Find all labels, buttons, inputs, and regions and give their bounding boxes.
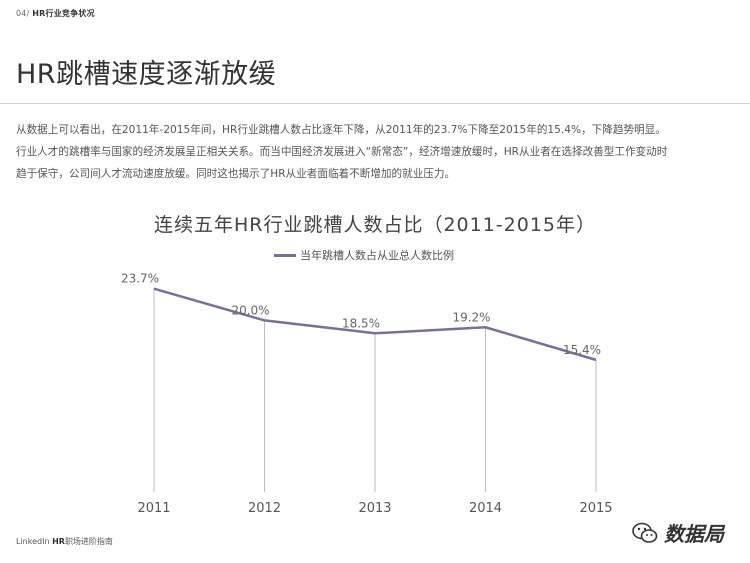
logo-text: 数据局 (664, 522, 724, 546)
body-paragraph: 从数据上可以看出，在2011年-2015年间，HR行业跳槽人数占比逐年下降，从2… (16, 119, 736, 185)
legend-label: 当年跳槽人数占从业总人数比例 (300, 249, 454, 262)
page-number: 04/ (16, 9, 30, 18)
series-line (153, 287, 597, 362)
section-name: HR行业竞争状况 (32, 9, 95, 18)
footer: LinkedIn HR职场进阶指南 (16, 536, 113, 547)
legend-swatch (274, 253, 296, 257)
chart-legend: 当年跳槽人数占从业总人数比例 (274, 247, 454, 263)
footer-guide-bold: HR (52, 537, 65, 546)
page-title: HR跳槽速度逐渐放缓 (16, 59, 277, 90)
data-label-2015: 15.4% (563, 343, 601, 357)
data-label-2013: 18.5% (342, 316, 380, 330)
body-line-2: 行业人才的跳槽率与国家的经济发展呈正相关关系。而当中国经济发展进入“新常态”，经… (16, 146, 668, 158)
page-header: 04/ HR行业竞争状况 (16, 8, 95, 19)
x-tick-2012: 2012 (248, 501, 281, 516)
x-tick-2015: 2015 (579, 501, 612, 516)
x-tick-2011: 2011 (137, 501, 170, 516)
wechat-icon (632, 522, 658, 543)
data-label-2011: 23.7% (121, 272, 159, 286)
chart-title: 连续五年HR行业跳槽人数占比（2011-2015年） (153, 214, 597, 236)
x-tick-2013: 2013 (358, 501, 391, 516)
footer-guide: 职场进阶指南 (64, 537, 113, 546)
x-tick-2014: 2014 (469, 501, 502, 516)
footer-brand: LinkedIn (16, 537, 50, 546)
data-label-2012: 20.0% (231, 303, 269, 317)
brand-logo: 数据局 (632, 518, 724, 547)
body-line-3: 趋于保守，公司间人才流动速度放缓。同时这也揭示了HR从业者面临着不断增加的就业压… (16, 168, 456, 180)
title-divider (0, 103, 750, 104)
data-label-2014: 19.2% (452, 310, 490, 324)
body-line-1: 从数据上可以看出，在2011年-2015年间，HR行业跳槽人数占比逐年下降，从2… (16, 124, 666, 136)
